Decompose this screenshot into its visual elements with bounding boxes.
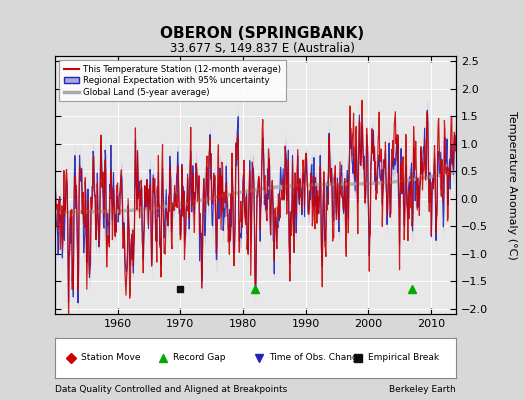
Text: Record Gap: Record Gap <box>173 354 226 362</box>
Text: Station Move: Station Move <box>81 354 140 362</box>
Text: OBERON (SPRINGBANK): OBERON (SPRINGBANK) <box>160 26 364 41</box>
Legend: This Temperature Station (12-month average), Regional Expectation with 95% uncer: This Temperature Station (12-month avera… <box>59 60 286 101</box>
Text: Time of Obs. Change: Time of Obs. Change <box>269 354 364 362</box>
Y-axis label: Temperature Anomaly (°C): Temperature Anomaly (°C) <box>507 111 517 259</box>
Text: 33.677 S, 149.837 E (Australia): 33.677 S, 149.837 E (Australia) <box>170 42 354 55</box>
Text: Empirical Break: Empirical Break <box>368 354 439 362</box>
Text: Data Quality Controlled and Aligned at Breakpoints: Data Quality Controlled and Aligned at B… <box>55 385 287 394</box>
Text: Berkeley Earth: Berkeley Earth <box>389 385 456 394</box>
